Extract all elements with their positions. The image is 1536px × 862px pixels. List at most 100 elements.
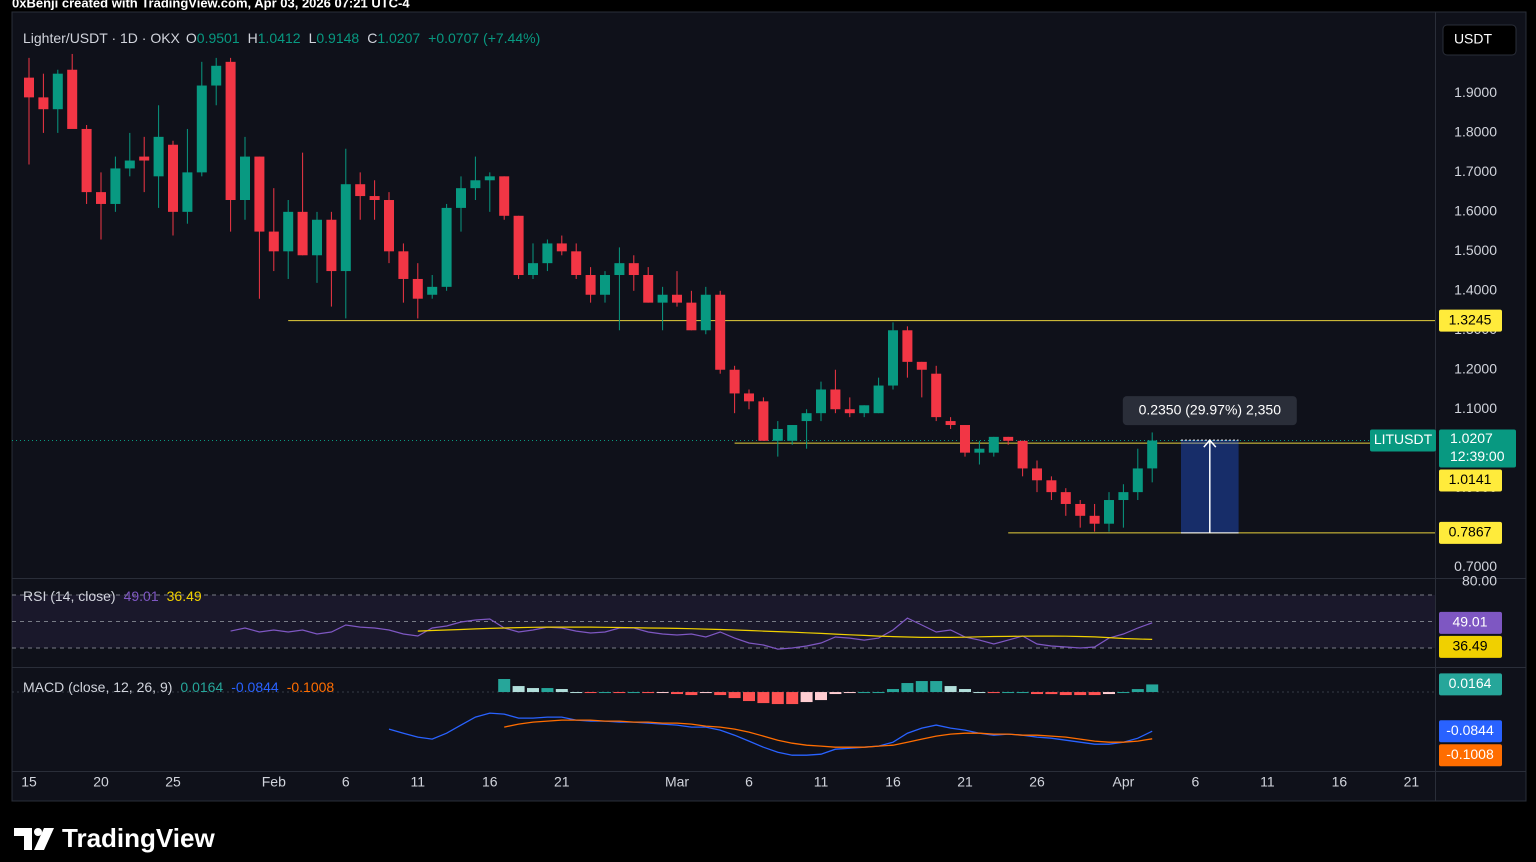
histogram-bar: [498, 679, 511, 693]
x-tick-label: 6: [745, 774, 753, 790]
candle-body: [441, 207, 452, 287]
axis-label: 1.3245: [1449, 311, 1492, 327]
brand: TradingView: [62, 823, 215, 853]
histogram-bar: [771, 692, 784, 705]
x-tick-label: 16: [1332, 774, 1348, 790]
candle-body: [196, 85, 207, 173]
x-tick-label: 20: [93, 774, 109, 790]
candle-body: [340, 184, 351, 272]
candle-body: [1104, 500, 1114, 524]
axis-label-box: [1439, 635, 1502, 658]
x-tick-label: 6: [342, 774, 350, 790]
axis-label-box: [1439, 469, 1502, 492]
candle-body: [81, 128, 92, 193]
candle-body: [268, 231, 279, 252]
histogram-bar: [815, 692, 827, 701]
ohlc-key: H: [248, 30, 258, 46]
histogram-bar: [584, 692, 597, 694]
candle-body: [427, 286, 438, 295]
candle-body: [1003, 436, 1014, 441]
candle-body: [931, 373, 942, 418]
histogram-bar: [728, 692, 741, 699]
histogram-bar: [987, 692, 1000, 694]
y-tick-label: 1.5000: [1454, 242, 1497, 258]
candle-body: [844, 409, 855, 414]
candle-body: [888, 330, 898, 386]
axis-label: 36.49: [1452, 638, 1487, 654]
candle-body: [1060, 492, 1071, 504]
currency-label[interactable]: USDT: [1454, 31, 1493, 47]
measure-arrowhead: [1203, 438, 1217, 448]
x-tick-label: 15: [21, 774, 37, 790]
candle-body: [628, 263, 639, 276]
histogram-bar: [555, 689, 568, 693]
axis-label: 1.0141: [1449, 471, 1492, 487]
histogram-bar: [959, 689, 971, 693]
symbol-label-box: [1370, 429, 1436, 452]
histogram-bar: [671, 692, 683, 695]
indicator-title: MACD (close, 12, 26, 9): [23, 679, 172, 695]
histogram-bar: [1031, 692, 1043, 695]
ohlc-key: O: [186, 30, 197, 46]
y-tick-label: 1.2000: [1454, 360, 1497, 376]
symbol-title: Lighter/USDT · 1D · OKX: [23, 30, 181, 46]
candle-body: [398, 251, 409, 279]
y-tick-label: 1.8000: [1454, 124, 1497, 140]
candle-body: [643, 275, 654, 303]
indicator-value: -0.1008: [287, 679, 335, 695]
histogram-bar: [1088, 692, 1101, 696]
candle-body: [528, 263, 538, 276]
candle-body: [916, 361, 927, 370]
credit: 0xBenji created with TradingView.com, Ap…: [12, 0, 410, 10]
change: +0.0707 (+7.44%): [428, 30, 540, 46]
candle-body: [988, 436, 999, 453]
histogram-bar: [743, 692, 755, 702]
histogram-bar: [1016, 692, 1029, 694]
x-tick-label: Apr: [1113, 774, 1135, 790]
last-price-box: [1439, 429, 1516, 468]
y-tick-label: 0.7000: [1454, 558, 1497, 574]
axis-label-box: [1439, 673, 1502, 696]
x-tick-label: 11: [411, 774, 426, 790]
candle-body: [1046, 480, 1057, 493]
candle-body: [283, 211, 294, 252]
candle-body: [902, 330, 913, 362]
candle-body: [700, 294, 711, 331]
histogram-bar: [685, 692, 698, 696]
currency-button[interactable]: [1442, 24, 1517, 56]
histogram-bar: [1059, 692, 1072, 696]
x-tick-label: 25: [165, 774, 181, 790]
histogram-bar: [1103, 692, 1115, 695]
histogram-bar: [872, 692, 885, 694]
candle-body: [571, 251, 582, 276]
x-tick-label: 16: [482, 774, 498, 790]
histogram-bar: [627, 692, 640, 694]
x-tick-label: 16: [885, 774, 901, 790]
logo-shape: [34, 828, 54, 850]
candle-body: [1089, 515, 1100, 524]
candle-body: [1147, 440, 1158, 469]
histogram-bar: [858, 692, 871, 694]
ohlc-value: 1.0412: [258, 30, 301, 46]
y-tick-label: 1.9000: [1454, 84, 1497, 100]
line: [417, 626, 1153, 640]
candle-body: [960, 425, 970, 453]
indicator-value: 49.01: [124, 588, 159, 604]
histogram-bar: [800, 692, 813, 703]
line: [504, 719, 1153, 748]
histogram-bar: [901, 683, 914, 693]
histogram-bar: [570, 692, 583, 694]
symbol-label: LITUSDT: [1374, 431, 1433, 447]
candle-body: [254, 156, 265, 232]
candle-body: [715, 294, 726, 370]
candle-body: [758, 401, 769, 441]
x-tick-label: 11: [814, 774, 829, 790]
x-tick-label: 21: [1404, 774, 1420, 790]
histogram-bar: [656, 692, 669, 694]
candle-body: [24, 77, 34, 98]
candle-body: [124, 160, 135, 169]
histogram-bar: [714, 692, 727, 696]
y-tick-label: 80.00: [1462, 572, 1497, 588]
candle-body: [139, 156, 150, 161]
